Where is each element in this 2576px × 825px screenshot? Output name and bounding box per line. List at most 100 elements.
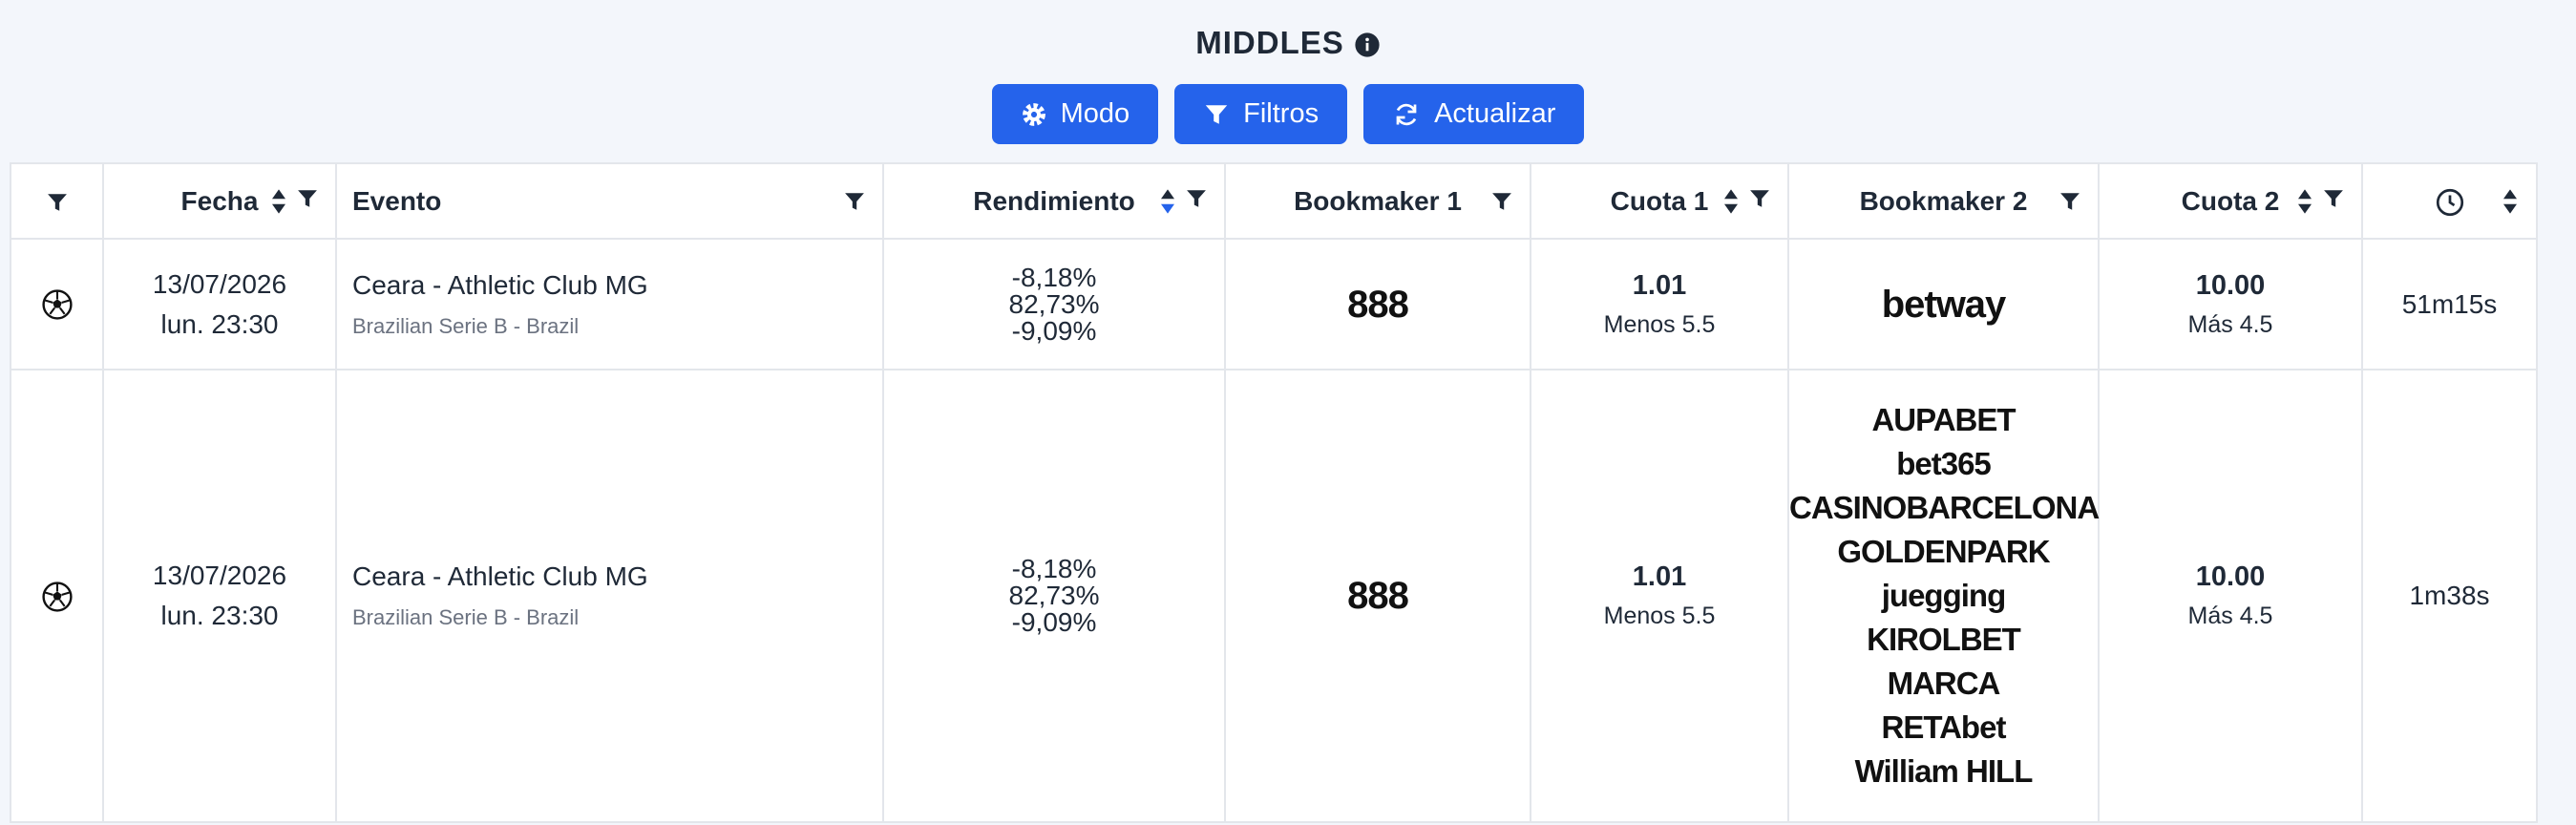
table-row: 13/07/2026 lun. 23:30 Ceara - Athletic Clu… bbox=[10, 238, 2538, 370]
bookmaker-cell: 888 bbox=[1224, 238, 1531, 370]
column-label: Cuota 1 bbox=[1610, 185, 1709, 216]
icon-shape bbox=[298, 189, 317, 207]
date-line: 13/07/2026 bbox=[152, 268, 287, 299]
icon-shape bbox=[1396, 103, 1417, 125]
filter-button[interactable]: Filtros bbox=[1174, 84, 1348, 144]
odds-line: Más 4.5 bbox=[2187, 310, 2273, 338]
bookmaker-logo: juegging bbox=[1881, 578, 2006, 613]
filter-icon[interactable] bbox=[297, 188, 318, 215]
icon-shape bbox=[2503, 188, 2517, 199]
filter-icon[interactable] bbox=[844, 191, 865, 212]
header-icons bbox=[2502, 188, 2519, 215]
sort-icon[interactable] bbox=[2502, 188, 2519, 215]
bookmaker-cell: 888 bbox=[1224, 369, 1531, 823]
icon-shape bbox=[2324, 189, 2343, 207]
date-cell: 13/07/2026 lun. 23:30 bbox=[102, 369, 337, 823]
header-cell: Bookmaker 1 bbox=[1224, 162, 1531, 240]
sort-icon[interactable] bbox=[1722, 188, 1740, 215]
icon-shape bbox=[52, 591, 62, 601]
clock-icon bbox=[2436, 188, 2464, 217]
yield-value: -9,09% bbox=[1011, 607, 1097, 637]
icon-shape bbox=[1396, 103, 1417, 125]
odds-line: Menos 5.5 bbox=[1603, 603, 1716, 629]
icon-shape bbox=[47, 194, 67, 211]
odds-value: 10.00 bbox=[2195, 269, 2266, 301]
icon-shape bbox=[1161, 188, 1174, 199]
icon-shape bbox=[1205, 104, 1228, 124]
icon-shape bbox=[2298, 188, 2312, 199]
column-label: Bookmaker 1 bbox=[1294, 185, 1462, 216]
bookmaker-logo: betway bbox=[1881, 283, 2007, 326]
header-icons bbox=[1159, 188, 1207, 215]
filter-icon[interactable] bbox=[2323, 188, 2344, 215]
column-label: Cuota 2 bbox=[2181, 185, 2280, 216]
icon-shape bbox=[2503, 203, 2517, 214]
table-row: 13/07/2026 lun. 23:30 Ceara - Athletic Clu… bbox=[10, 369, 2538, 823]
funnel-icon bbox=[1203, 101, 1230, 128]
header-cell: Cuota 2 bbox=[2098, 162, 2363, 240]
event-cell: Ceara - Athletic Club MG Brazilian Serie … bbox=[335, 238, 884, 370]
event-name: Ceara - Athletic Club MG bbox=[352, 269, 648, 300]
refresh-button[interactable]: Actualizar bbox=[1363, 84, 1585, 144]
sport-cell bbox=[10, 369, 104, 823]
time-left: 1m38s bbox=[2409, 581, 2490, 610]
icon-shape bbox=[1492, 192, 1511, 210]
column-label: Rendimiento bbox=[973, 185, 1135, 216]
bookmaker-logo: AUPABET bbox=[1871, 402, 2016, 437]
header-cell: Rendimiento bbox=[882, 162, 1226, 240]
filter-icon[interactable] bbox=[2059, 191, 2080, 212]
header-cell: Cuota 1 bbox=[1530, 162, 1789, 240]
icon-shape bbox=[1396, 104, 1417, 124]
bookmaker-cell: AUPABET bet365 CASINOBARCELONA GOLDENPARK ju… bbox=[1787, 369, 2100, 823]
odds-line: Menos 5.5 bbox=[1603, 310, 1716, 338]
bookmaker-logo: MARCA bbox=[1887, 666, 2001, 701]
column-label: Bookmaker 2 bbox=[1859, 185, 2028, 216]
league-name: Brazilian Serie B - Brazil bbox=[352, 313, 580, 338]
league-name: Brazilian Serie B - Brazil bbox=[352, 605, 580, 629]
header-icons bbox=[2296, 188, 2344, 215]
title-text: MIDDLES bbox=[1195, 25, 1344, 60]
odds-value: 10.00 bbox=[2195, 561, 2266, 592]
filter-icon[interactable] bbox=[1749, 188, 1770, 215]
sort-icon[interactable] bbox=[1159, 188, 1176, 215]
yield-value: -8,18% bbox=[1011, 262, 1097, 292]
icon-shape bbox=[1161, 203, 1174, 214]
gear-icon bbox=[1021, 101, 1047, 128]
icon-shape bbox=[2324, 189, 2343, 207]
page-title: MIDDLES bbox=[0, 25, 2576, 61]
button-label: Modo bbox=[1060, 98, 1130, 129]
filter-icon[interactable] bbox=[1491, 191, 1512, 212]
icon-shape bbox=[1492, 192, 1511, 210]
icon-shape bbox=[2448, 195, 2455, 206]
icon-shape bbox=[1724, 188, 1738, 199]
bookmaker-logo: RETAbet bbox=[1881, 709, 2007, 745]
sort-icon[interactable] bbox=[270, 188, 287, 215]
bookmaker-logo: KIROLBET bbox=[1867, 622, 2021, 657]
bookmaker-logo: William HILL bbox=[1854, 753, 2034, 789]
time-left: 51m15s bbox=[2401, 288, 2498, 319]
mode-button[interactable]: Modo bbox=[991, 84, 1159, 144]
sport-icon bbox=[41, 289, 73, 320]
info-icon[interactable] bbox=[1354, 32, 1381, 58]
bookmaker-cell: betway bbox=[1787, 238, 2100, 370]
event-name: Ceara - Athletic Club MG bbox=[352, 561, 648, 591]
header-icons bbox=[1491, 191, 1512, 212]
sort-icon[interactable] bbox=[2296, 188, 2313, 215]
bookmaker-logo: 888 bbox=[1347, 575, 1409, 617]
icon-shape bbox=[1750, 189, 1769, 207]
icon-shape bbox=[845, 192, 864, 210]
icon-shape bbox=[1750, 189, 1769, 207]
yield-value: -8,18% bbox=[1011, 554, 1097, 583]
header-cell: Evento bbox=[335, 162, 884, 240]
filter-icon[interactable] bbox=[1186, 188, 1207, 215]
odds-line: Más 4.5 bbox=[2187, 603, 2273, 629]
yield-value: -9,09% bbox=[1011, 315, 1097, 346]
icon-shape bbox=[1022, 102, 1045, 126]
icon-shape bbox=[2298, 203, 2312, 214]
bookmaker-logo: bet365 bbox=[1896, 446, 1992, 481]
icon-shape bbox=[2503, 188, 2517, 214]
middles-table: Fecha Evento Rendimiento Bookmaker 1 Cuo… bbox=[10, 162, 2538, 823]
icon-shape bbox=[1355, 32, 1380, 57]
date-line: lun. 23:30 bbox=[160, 601, 279, 630]
filter-icon[interactable] bbox=[47, 192, 68, 213]
